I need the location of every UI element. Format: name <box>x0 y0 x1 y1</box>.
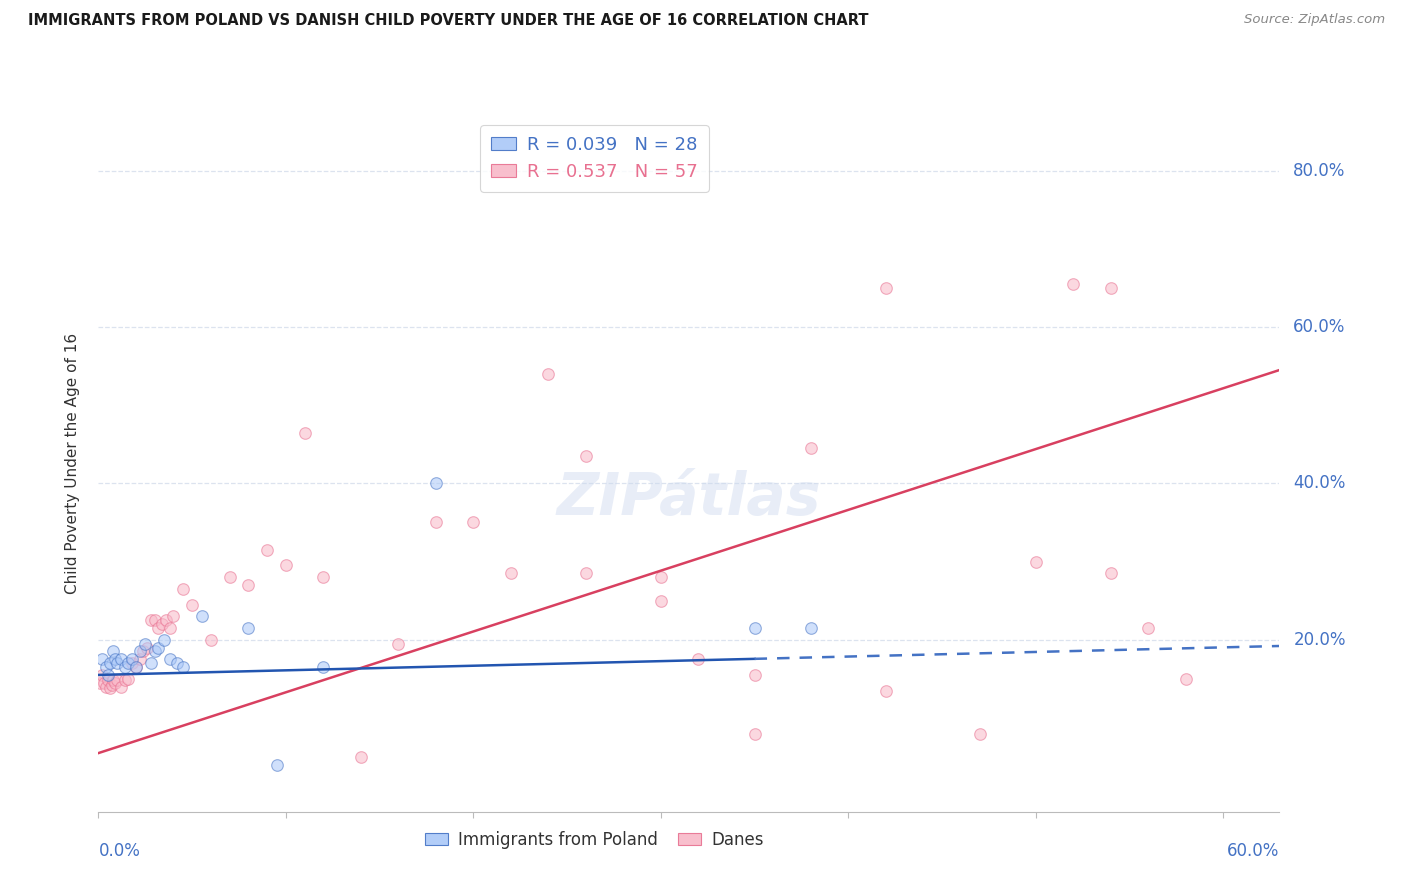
Point <box>155 613 177 627</box>
Point <box>110 652 132 666</box>
Point <box>1099 281 1122 295</box>
Point <box>575 449 598 463</box>
Point <box>172 660 194 674</box>
Point <box>1137 621 1160 635</box>
Point <box>105 656 128 670</box>
Text: 20.0%: 20.0% <box>1294 631 1346 648</box>
Point <box>94 680 117 694</box>
Point <box>744 668 766 682</box>
Point <box>125 660 148 674</box>
Legend: Immigrants from Poland, Danes: Immigrants from Poland, Danes <box>418 824 770 855</box>
Point <box>132 644 155 658</box>
Point <box>114 660 136 674</box>
Point <box>800 621 823 635</box>
Text: Source: ZipAtlas.com: Source: ZipAtlas.com <box>1244 13 1385 27</box>
Text: 60.0%: 60.0% <box>1227 842 1279 860</box>
Point <box>650 593 672 607</box>
Point <box>136 640 159 655</box>
Point <box>110 680 132 694</box>
Point <box>463 516 485 530</box>
Point <box>93 675 115 690</box>
Point <box>1025 555 1047 569</box>
Point <box>97 673 120 688</box>
Point <box>98 656 121 670</box>
Point <box>121 656 143 670</box>
Point <box>1174 672 1197 686</box>
Point <box>238 578 260 592</box>
Text: 80.0%: 80.0% <box>1294 161 1346 179</box>
Point <box>800 441 823 455</box>
Point <box>117 656 139 670</box>
Point <box>875 281 897 295</box>
Y-axis label: Child Poverty Under the Age of 16: Child Poverty Under the Age of 16 <box>65 334 80 594</box>
Point <box>139 613 162 627</box>
Point <box>121 652 143 666</box>
Point <box>537 367 560 381</box>
Point <box>128 652 150 666</box>
Point <box>256 542 278 557</box>
Point <box>238 621 260 635</box>
Point <box>94 660 117 674</box>
Text: 40.0%: 40.0% <box>1294 475 1346 492</box>
Point <box>218 570 240 584</box>
Point <box>181 598 204 612</box>
Point <box>91 652 114 666</box>
Point <box>350 750 373 764</box>
Point <box>153 632 176 647</box>
Text: IMMIGRANTS FROM POLAND VS DANISH CHILD POVERTY UNDER THE AGE OF 16 CORRELATION C: IMMIGRANTS FROM POLAND VS DANISH CHILD P… <box>28 13 869 29</box>
Point <box>148 621 170 635</box>
Point <box>98 681 121 696</box>
Point <box>575 566 598 581</box>
Point <box>744 621 766 635</box>
Text: 0.0%: 0.0% <box>98 842 141 860</box>
Point <box>143 644 166 658</box>
Point <box>150 617 173 632</box>
Point <box>294 425 316 440</box>
Point <box>114 673 136 688</box>
Point <box>100 678 122 692</box>
Point <box>105 673 128 688</box>
Point <box>117 672 139 686</box>
Point <box>166 656 188 670</box>
Point <box>148 640 170 655</box>
Point <box>103 673 125 688</box>
Point <box>312 570 335 584</box>
Point <box>266 757 288 772</box>
Point <box>425 476 447 491</box>
Point <box>387 637 409 651</box>
Point <box>744 726 766 740</box>
Point <box>97 668 120 682</box>
Point <box>134 637 156 651</box>
Point <box>159 652 181 666</box>
Point <box>190 609 212 624</box>
Point <box>172 582 194 596</box>
Point <box>969 726 991 740</box>
Text: ZIPátlas: ZIPátlas <box>557 470 821 527</box>
Point <box>200 632 222 647</box>
Point <box>1062 277 1084 291</box>
Point <box>425 516 447 530</box>
Point <box>125 660 148 674</box>
Point <box>103 644 125 658</box>
Point <box>274 558 297 573</box>
Point <box>650 570 672 584</box>
Point <box>688 652 710 666</box>
Point <box>312 660 335 674</box>
Point <box>162 609 184 624</box>
Point <box>91 668 114 682</box>
Point <box>143 613 166 627</box>
Point <box>159 621 181 635</box>
Point <box>104 675 127 690</box>
Point <box>1099 566 1122 581</box>
Point <box>499 566 522 581</box>
Text: 60.0%: 60.0% <box>1294 318 1346 336</box>
Point <box>89 675 111 690</box>
Point <box>104 652 127 666</box>
Point <box>875 683 897 698</box>
Point <box>128 644 150 658</box>
Point <box>139 656 162 670</box>
